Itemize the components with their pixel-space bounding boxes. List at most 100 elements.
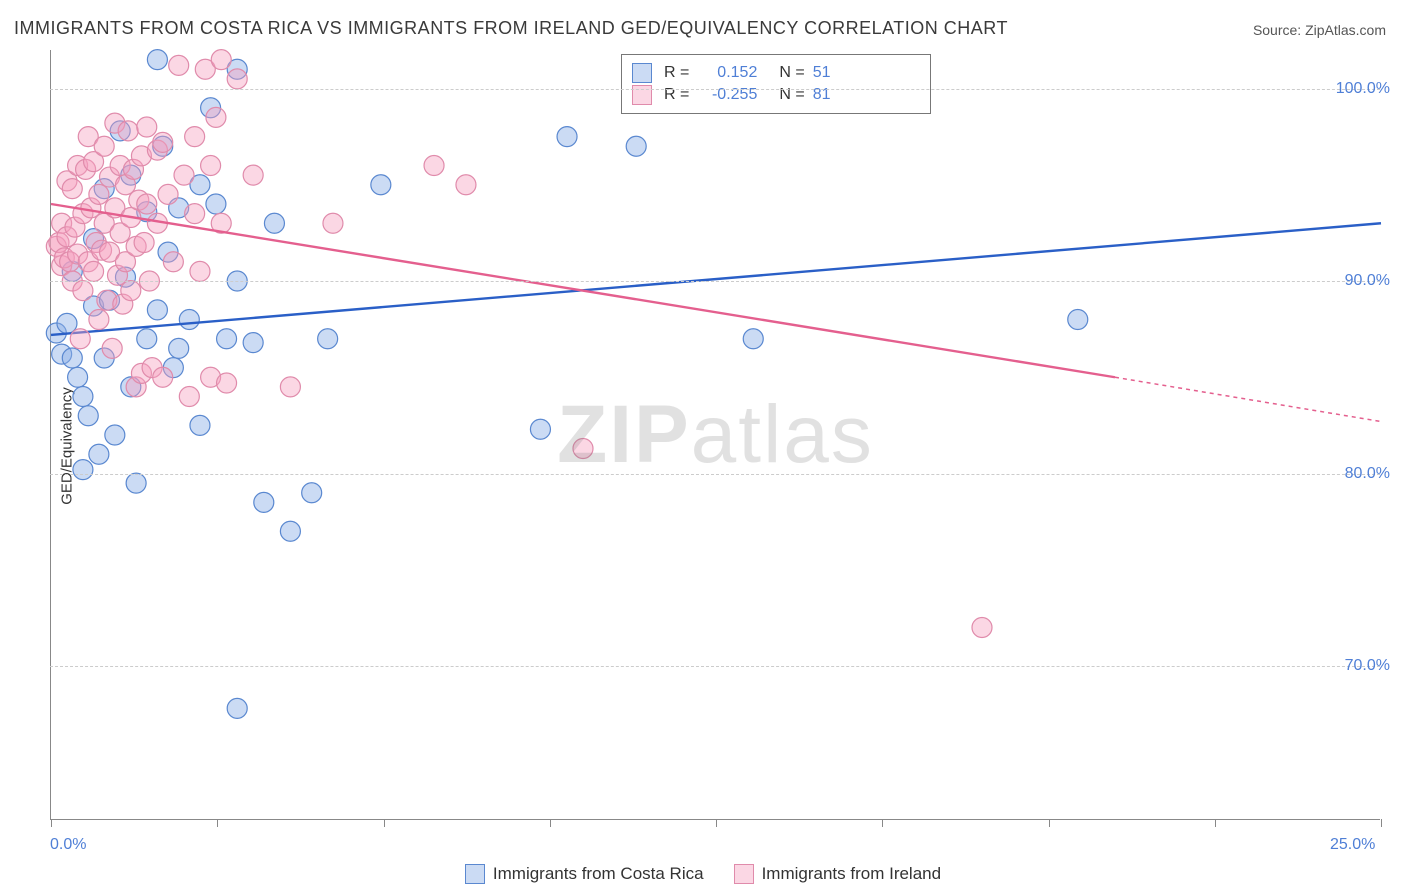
data-point xyxy=(126,473,146,493)
x-tick xyxy=(716,819,717,827)
trend-line-dashed xyxy=(1115,377,1381,421)
data-point xyxy=(456,175,476,195)
x-tick xyxy=(882,819,883,827)
data-point xyxy=(70,329,90,349)
data-point xyxy=(169,338,189,358)
data-point xyxy=(153,132,173,152)
x-tick xyxy=(1215,819,1216,827)
data-point xyxy=(626,136,646,156)
data-point xyxy=(211,50,231,70)
data-point xyxy=(169,55,189,75)
x-tick-label: 25.0% xyxy=(1330,836,1375,854)
correlation-legend: R =0.152N =51R =-0.255N =81 xyxy=(621,54,931,114)
x-tick-label: 0.0% xyxy=(50,836,86,854)
y-tick-label: 70.0% xyxy=(1345,657,1390,675)
x-tick xyxy=(550,819,551,827)
bottom-legend-item: Immigrants from Ireland xyxy=(734,864,942,884)
legend-n-label: N = xyxy=(779,64,804,82)
data-point xyxy=(78,406,98,426)
trend-line xyxy=(51,204,1115,377)
bottom-legend: Immigrants from Costa Rica Immigrants fro… xyxy=(0,864,1406,884)
data-point xyxy=(179,310,199,330)
data-point xyxy=(153,367,173,387)
data-point xyxy=(206,107,226,127)
data-point xyxy=(227,698,247,718)
bottom-legend-item: Immigrants from Costa Rica xyxy=(465,864,704,884)
data-point xyxy=(158,184,178,204)
data-point xyxy=(573,438,593,458)
y-tick-label: 100.0% xyxy=(1336,80,1390,98)
data-point xyxy=(530,419,550,439)
data-point xyxy=(163,252,183,272)
data-point xyxy=(206,194,226,214)
chart-title: IMMIGRANTS FROM COSTA RICA VS IMMIGRANTS… xyxy=(14,18,1008,39)
y-tick-label: 80.0% xyxy=(1345,465,1390,483)
data-point xyxy=(94,136,114,156)
x-tick xyxy=(384,819,385,827)
data-point xyxy=(179,387,199,407)
data-point xyxy=(137,329,157,349)
trend-line xyxy=(51,223,1381,335)
data-point xyxy=(318,329,338,349)
data-point xyxy=(185,127,205,147)
gridline-h xyxy=(50,281,1380,282)
data-point xyxy=(371,175,391,195)
legend-swatch xyxy=(632,63,652,83)
data-point xyxy=(201,156,221,176)
data-point xyxy=(174,165,194,185)
legend-swatch xyxy=(734,864,754,884)
data-point xyxy=(190,415,210,435)
data-point xyxy=(134,233,154,253)
data-point xyxy=(185,204,205,224)
legend-r-label: R = xyxy=(664,64,689,82)
x-tick xyxy=(217,819,218,827)
data-point xyxy=(137,194,157,214)
data-point xyxy=(102,338,122,358)
gridline-h xyxy=(50,89,1380,90)
gridline-h xyxy=(50,474,1380,475)
data-point xyxy=(280,521,300,541)
data-point xyxy=(743,329,763,349)
legend-n-value: 51 xyxy=(813,64,843,82)
data-point xyxy=(424,156,444,176)
plot-svg xyxy=(51,50,1380,819)
data-point xyxy=(264,213,284,233)
legend-swatch xyxy=(465,864,485,884)
data-point xyxy=(118,121,138,141)
x-tick xyxy=(1381,819,1382,827)
data-point xyxy=(105,425,125,445)
data-point xyxy=(280,377,300,397)
data-point xyxy=(121,281,141,301)
data-point xyxy=(227,69,247,89)
data-point xyxy=(73,387,93,407)
data-point xyxy=(972,618,992,638)
data-point xyxy=(137,117,157,137)
y-tick-label: 90.0% xyxy=(1345,272,1390,290)
data-point xyxy=(62,179,82,199)
data-point xyxy=(89,184,109,204)
data-point xyxy=(302,483,322,503)
legend-row: R = 0.152 N = 51 xyxy=(632,63,920,83)
data-point xyxy=(254,492,274,512)
bottom-legend-label: Immigrants from Costa Rica xyxy=(493,864,704,884)
data-point xyxy=(217,329,237,349)
data-point xyxy=(147,50,167,70)
plot-area: ZIPatlas R =0.152N =51R =-0.255N =81 xyxy=(50,50,1380,820)
data-point xyxy=(557,127,577,147)
source-label: Source: ZipAtlas.com xyxy=(1253,22,1386,38)
legend-r-value: 0.152 xyxy=(697,64,757,82)
data-point xyxy=(62,348,82,368)
data-point xyxy=(73,281,93,301)
data-point xyxy=(89,444,109,464)
bottom-legend-label: Immigrants from Ireland xyxy=(762,864,942,884)
data-point xyxy=(190,261,210,281)
data-point xyxy=(243,165,263,185)
x-tick xyxy=(1049,819,1050,827)
data-point xyxy=(84,261,104,281)
data-point xyxy=(73,460,93,480)
data-point xyxy=(68,367,88,387)
data-point xyxy=(243,333,263,353)
x-tick xyxy=(51,819,52,827)
data-point xyxy=(217,373,237,393)
data-point xyxy=(147,300,167,320)
